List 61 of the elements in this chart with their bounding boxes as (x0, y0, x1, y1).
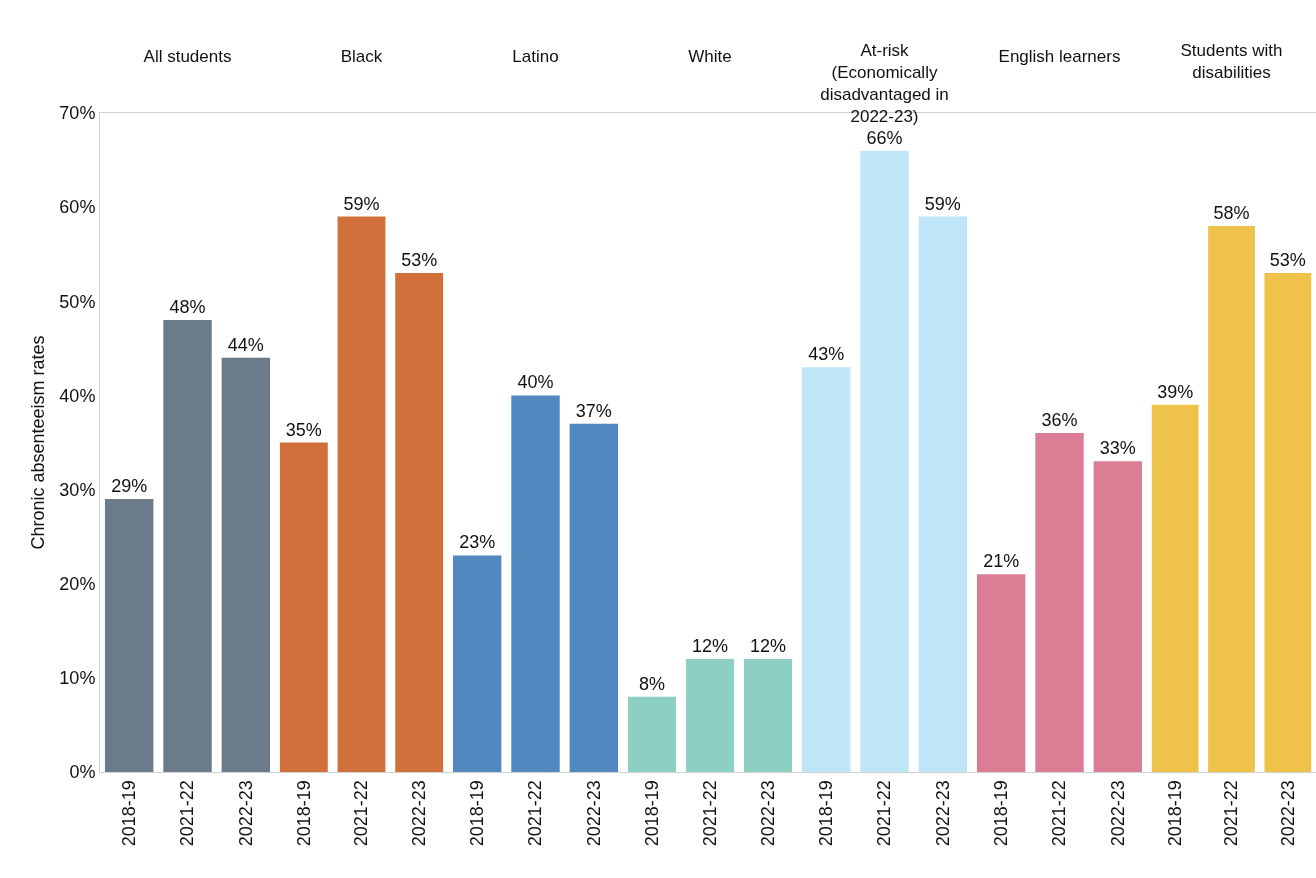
chart-title: White (688, 46, 732, 66)
data-label: 44% (227, 334, 264, 355)
data-label: 29% (111, 475, 148, 496)
data-label: 12% (749, 636, 787, 657)
chart-title: Black (340, 46, 383, 66)
x-tick-label: 2018-19 (816, 780, 837, 847)
data-label: 66% (866, 127, 903, 148)
data-label: 12% (691, 636, 729, 657)
x-tick-label: 2022-23 (1277, 780, 1298, 847)
x-tick-label: 2018-19 (991, 780, 1012, 847)
data-label: 39% (1157, 381, 1194, 402)
y-tick-label: 20% (59, 574, 96, 595)
x-tick-label: 2022-23 (235, 780, 256, 847)
x-tick-label: 2022-23 (1107, 780, 1128, 847)
data-label: 40% (517, 372, 554, 393)
y-tick-label: 60% (59, 197, 96, 218)
data-label: 59% (924, 193, 961, 214)
x-tick-label: 2021-22 (874, 780, 895, 847)
data-label: 23% (459, 532, 496, 553)
data-label: 43% (808, 344, 845, 365)
data-label: 8% (638, 673, 666, 694)
data-label: 58% (1213, 202, 1250, 223)
bar (104, 498, 154, 772)
chart-title: At-risk (Economically disadvantaged in 2022-23) (820, 41, 949, 127)
x-tick-label: 2021-22 (177, 780, 198, 847)
chart-title: All students (143, 46, 232, 66)
x-tick-label: 2022-23 (409, 780, 430, 847)
data-label: 48% (169, 297, 206, 318)
y-tick-label: 50% (59, 291, 96, 312)
data-label: 21% (983, 551, 1020, 572)
x-tick-label: 2018-19 (467, 780, 488, 847)
data-label: 36% (1041, 410, 1078, 431)
x-tick-label: 2021-22 (351, 780, 372, 847)
data-label: 33% (1099, 438, 1136, 459)
y-tick-label: 40% (59, 385, 96, 406)
y-tick-label: 0% (69, 762, 96, 783)
y-axis-title: Chronic absenteeism rates (27, 335, 48, 550)
bar (163, 320, 212, 772)
data-label: 53% (401, 250, 438, 271)
x-tick-label: 2021-22 (525, 780, 546, 847)
chart-title: Students with disabilities (1180, 41, 1283, 83)
x-tick-label: 2018-19 (119, 780, 140, 847)
x-tick-label: 2021-22 (1049, 780, 1070, 847)
x-tick-label: 2021-22 (1221, 780, 1242, 847)
bar (221, 357, 271, 772)
y-tick-label: 70% (59, 103, 96, 124)
data-label: 53% (1269, 250, 1306, 271)
x-tick-label: 2021-22 (699, 780, 720, 847)
x-tick-label: 2018-19 (1165, 780, 1186, 847)
data-label: 59% (343, 193, 380, 214)
data-label: 37% (575, 400, 612, 421)
x-tick-label: 2018-19 (641, 780, 662, 847)
x-tick-label: 2022-23 (757, 780, 778, 847)
x-tick-label: 2022-23 (583, 780, 604, 847)
y-tick-label: 10% (59, 668, 96, 689)
x-tick-label: 2022-23 (932, 780, 953, 847)
chart-title: Latino (512, 46, 559, 66)
x-tick-label: 2018-19 (293, 780, 314, 847)
data-label: 35% (285, 419, 322, 440)
y-tick-label: 30% (59, 479, 96, 500)
chart-title: English learners (998, 46, 1121, 66)
